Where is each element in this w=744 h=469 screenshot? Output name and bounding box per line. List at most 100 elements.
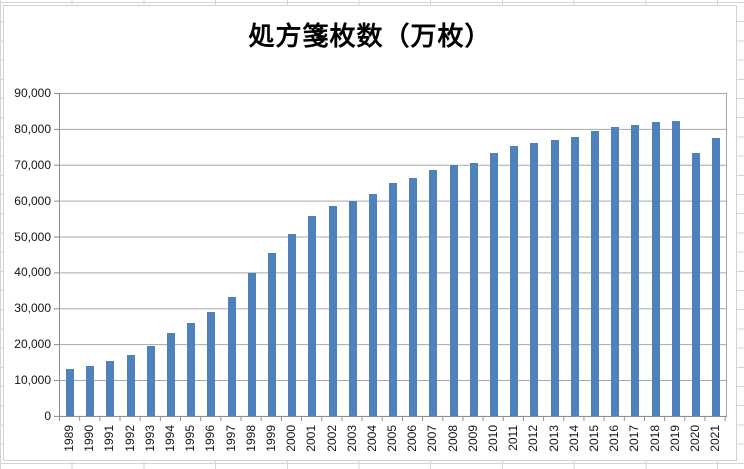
x-axis-tick-label: 2017 — [627, 425, 642, 452]
bar[interactable] — [530, 142, 539, 416]
y-axis-tick-label: 40,000 — [14, 265, 51, 280]
bar[interactable] — [631, 125, 640, 416]
x-axis-tick-label: 1999 — [263, 425, 278, 452]
x-axis-tick-label: 1997 — [223, 425, 238, 452]
bar-slot — [343, 93, 363, 416]
y-axis-tick-label: 10,000 — [14, 373, 51, 388]
bar-slot — [423, 93, 443, 416]
bar[interactable] — [671, 120, 680, 416]
x-label-slot: 2015 — [584, 425, 604, 459]
bar[interactable] — [227, 296, 236, 416]
bar[interactable] — [590, 131, 599, 416]
bar[interactable] — [691, 152, 700, 416]
bar[interactable] — [308, 215, 317, 416]
x-axis-tick-label: 1994 — [163, 425, 178, 452]
bar-slot — [141, 93, 161, 416]
x-axis-tick-label: 1990 — [82, 425, 97, 452]
bar[interactable] — [207, 311, 216, 416]
bar-slot — [585, 93, 605, 416]
bar-slot — [605, 93, 625, 416]
bar[interactable] — [368, 193, 377, 416]
x-axis-tick-label: 2021 — [708, 425, 723, 452]
bar-slot — [121, 93, 141, 416]
bar[interactable] — [611, 127, 620, 416]
x-label-slot: 2019 — [665, 425, 685, 459]
bar[interactable] — [550, 140, 559, 416]
x-label-slot: 2013 — [544, 425, 564, 459]
bar-slot — [504, 93, 524, 416]
bar-slot — [444, 93, 464, 416]
x-axis-tick-label: 2002 — [324, 425, 339, 452]
x-axis-tick-label: 2011 — [506, 425, 521, 451]
bar[interactable] — [187, 322, 196, 416]
x-axis-tick-label: 2008 — [445, 425, 460, 452]
chart-frame[interactable]: 処方箋枚数（万枚） 90,000 80,000 70,000 60,000 50,000… — [3, 5, 737, 461]
bar[interactable] — [469, 162, 478, 416]
x-axis-tick-label: 2013 — [546, 425, 561, 452]
x-label-slot: 2000 — [281, 425, 301, 459]
bar[interactable] — [490, 153, 499, 416]
bar-slot — [363, 93, 383, 416]
bar[interactable] — [348, 200, 357, 416]
y-axis-tick-label: 90,000 — [14, 86, 51, 100]
bar[interactable] — [510, 145, 519, 416]
x-axis-tick-label: 2006 — [405, 425, 420, 452]
x-label-slot: 2002 — [321, 425, 341, 459]
x-axis-tick-label: 2012 — [526, 425, 541, 452]
bar-slot — [80, 93, 100, 416]
bar[interactable] — [267, 253, 276, 416]
x-label-slot: 2014 — [564, 425, 584, 459]
bar[interactable] — [66, 369, 75, 416]
bar-slot — [222, 93, 242, 416]
bar-slot — [100, 93, 120, 416]
y-axis-tick-label: 50,000 — [14, 229, 51, 244]
bar-slot — [484, 93, 504, 416]
bar-slot — [201, 93, 221, 416]
bar[interactable] — [651, 122, 660, 416]
bar-slot — [383, 93, 403, 416]
bar[interactable] — [389, 183, 398, 416]
x-label-slot: 2010 — [483, 425, 503, 459]
bar[interactable] — [126, 354, 135, 416]
x-label-slot: 2006 — [402, 425, 422, 459]
x-label-slot: 1996 — [200, 425, 220, 459]
bar[interactable] — [247, 272, 256, 416]
bar-slot — [282, 93, 302, 416]
bar-slot — [242, 93, 262, 416]
x-axis-tick-label: 2000 — [284, 425, 299, 452]
bar[interactable] — [106, 361, 115, 416]
x-label-slot: 2021 — [705, 425, 725, 459]
bar[interactable] — [449, 165, 458, 416]
chart-title[interactable]: 処方箋枚数（万枚） — [248, 21, 492, 51]
bar[interactable] — [86, 366, 95, 416]
bar-slot — [625, 93, 645, 416]
bar[interactable] — [570, 136, 579, 416]
x-label-slot: 2001 — [301, 425, 321, 459]
x-axis-tick-label: 2009 — [465, 425, 480, 452]
x-label-slot: 1990 — [79, 425, 99, 459]
plot-area[interactable] — [59, 93, 727, 417]
bar[interactable] — [409, 178, 418, 416]
bar[interactable] — [712, 138, 721, 416]
x-axis-tick-label: 2005 — [385, 425, 400, 452]
bar[interactable] — [146, 346, 155, 416]
x-axis-tick-label: 1992 — [122, 425, 137, 452]
bar-slot — [686, 93, 706, 416]
y-axis-tick-label: 30,000 — [14, 301, 51, 316]
x-label-slot: 2018 — [644, 425, 664, 459]
x-label-slot: 1991 — [99, 425, 119, 459]
x-label-slot: 2005 — [382, 425, 402, 459]
bar[interactable] — [288, 234, 297, 416]
x-label-slot: 2003 — [342, 425, 362, 459]
x-axis-tick-label: 2019 — [667, 425, 682, 452]
x-label-slot: 1989 — [59, 425, 79, 459]
bar[interactable] — [429, 169, 438, 416]
y-axis-tick-label: 60,000 — [14, 193, 51, 208]
x-label-slot: 2020 — [685, 425, 705, 459]
bar[interactable] — [328, 205, 337, 416]
x-axis-tick-label: 2004 — [364, 425, 379, 452]
bar[interactable] — [167, 332, 176, 416]
bar-slot — [181, 93, 201, 416]
y-axis-tick-label: 20,000 — [14, 337, 51, 352]
